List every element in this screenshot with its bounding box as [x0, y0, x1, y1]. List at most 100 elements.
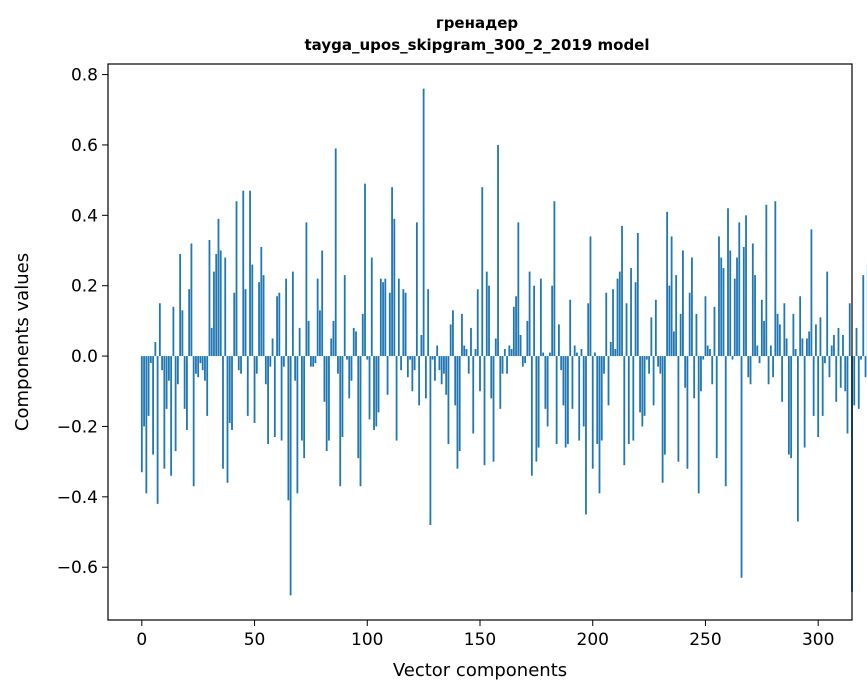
bar	[512, 306, 515, 357]
bar	[670, 236, 673, 357]
bar	[294, 356, 297, 381]
bar	[548, 352, 551, 357]
bar	[156, 356, 159, 504]
bar	[758, 356, 761, 364]
bar	[506, 356, 508, 374]
bar	[440, 356, 443, 385]
bar	[657, 356, 660, 367]
bar	[645, 356, 648, 360]
bar	[452, 310, 454, 357]
bar	[830, 345, 833, 357]
bar	[600, 356, 603, 441]
bar	[528, 271, 531, 357]
bar	[553, 201, 556, 357]
bar	[325, 356, 328, 452]
bar	[769, 345, 772, 357]
bar	[855, 327, 858, 357]
x-tick-label: 200	[577, 630, 609, 650]
bar	[323, 356, 326, 402]
bar	[760, 299, 763, 357]
bar	[799, 296, 802, 357]
bar	[222, 356, 224, 469]
bar	[251, 264, 254, 357]
bar	[368, 356, 371, 420]
bar	[833, 334, 835, 357]
bar	[224, 257, 227, 357]
bar	[443, 356, 445, 374]
bar	[312, 356, 315, 367]
bar	[767, 356, 770, 385]
bar	[213, 271, 215, 357]
bar	[264, 356, 267, 385]
bar	[140, 356, 143, 473]
bar	[864, 356, 867, 378]
bar	[517, 222, 520, 357]
bar	[366, 356, 369, 360]
bar	[808, 331, 811, 357]
bar	[742, 246, 745, 357]
bar	[285, 278, 288, 357]
bar	[186, 356, 188, 430]
bar	[630, 268, 632, 357]
bar	[411, 356, 414, 392]
bar	[206, 356, 209, 416]
bar	[348, 356, 351, 399]
bar	[648, 356, 650, 374]
bar	[589, 236, 592, 357]
bar	[853, 356, 856, 406]
bar	[233, 292, 236, 357]
x-tick-label: 300	[802, 630, 834, 650]
bar	[792, 313, 795, 357]
bar	[519, 334, 522, 357]
bar	[562, 356, 565, 406]
bar	[291, 271, 294, 357]
bar	[828, 356, 831, 378]
bar	[215, 254, 218, 357]
bar	[269, 356, 272, 367]
bar	[817, 356, 820, 438]
bar	[594, 352, 596, 357]
bar	[857, 356, 860, 409]
bar	[627, 356, 630, 445]
bar	[503, 349, 506, 357]
bar	[821, 356, 824, 416]
bar	[424, 356, 427, 399]
bar	[842, 334, 844, 357]
bar	[355, 331, 357, 357]
bar	[199, 356, 202, 364]
bar	[555, 356, 558, 445]
bar	[623, 356, 626, 466]
bar	[244, 289, 247, 357]
bar	[346, 356, 348, 360]
bar	[255, 356, 258, 374]
bar	[461, 313, 463, 357]
bar	[492, 356, 495, 462]
bar	[242, 190, 245, 357]
y-tick-label: 0.8	[71, 66, 98, 86]
bar	[803, 356, 806, 448]
bar	[819, 317, 822, 357]
bar	[668, 285, 671, 357]
bar	[192, 356, 195, 487]
bar	[246, 356, 249, 416]
bar	[731, 356, 734, 360]
bar	[576, 352, 578, 357]
bar	[413, 356, 416, 371]
bar	[434, 356, 436, 381]
bar	[289, 356, 292, 596]
bar	[307, 320, 310, 357]
bar	[458, 356, 461, 452]
bar	[391, 187, 393, 357]
bar	[382, 282, 384, 357]
bar	[569, 299, 572, 357]
bar	[172, 306, 175, 357]
bar	[679, 313, 682, 357]
bar	[364, 183, 366, 357]
bar	[260, 246, 263, 357]
bar	[754, 275, 756, 357]
bar	[544, 356, 547, 409]
bar	[400, 356, 402, 371]
bar	[634, 282, 637, 357]
bar	[605, 292, 608, 357]
